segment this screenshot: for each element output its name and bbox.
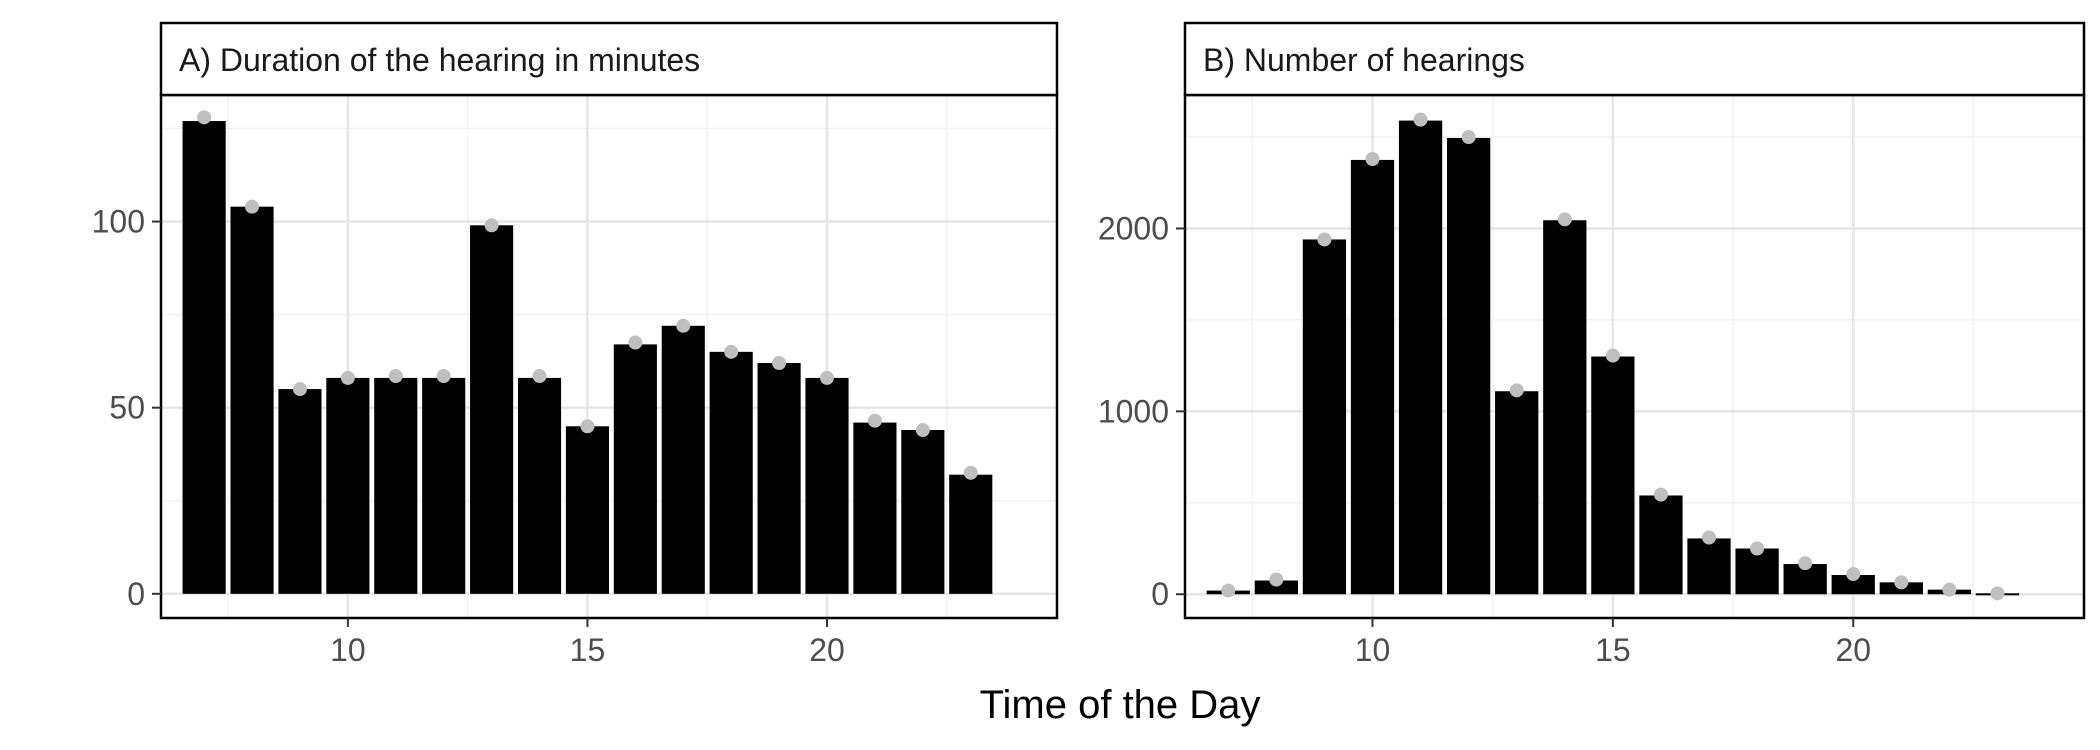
data-point [1365, 152, 1380, 167]
data-point [484, 218, 499, 233]
data-point [1461, 130, 1476, 145]
data-point [820, 370, 835, 385]
bar [901, 430, 945, 594]
bar [374, 377, 418, 594]
data-point [292, 382, 307, 397]
bar [1495, 391, 1539, 595]
bar [757, 363, 801, 594]
data-point [197, 110, 212, 125]
data-point [1653, 487, 1668, 502]
data-point [1605, 348, 1620, 363]
bar [1591, 356, 1635, 595]
data-point [1269, 572, 1284, 587]
x-tick-label: 20 [809, 632, 845, 668]
data-point [580, 419, 595, 434]
data-point [1846, 567, 1861, 582]
bar [1398, 120, 1443, 595]
bar [949, 474, 993, 594]
x-tick-label: 10 [1355, 632, 1391, 668]
y-tick-label: 0 [127, 576, 145, 612]
data-point [340, 370, 355, 385]
data-point [1557, 212, 1572, 227]
bar [1735, 548, 1779, 595]
data-point [1702, 530, 1717, 545]
data-point [1221, 583, 1236, 598]
y-tick-label: 0 [1151, 576, 1169, 612]
bar [853, 422, 897, 594]
facet-strip [1183, 21, 2086, 97]
data-point [1942, 582, 1957, 597]
bar [661, 325, 705, 594]
bar [326, 377, 370, 594]
data-point [1509, 383, 1524, 398]
bar [182, 121, 226, 594]
data-point [724, 344, 739, 359]
bar [1447, 137, 1491, 595]
y-tick-label: 1000 [1098, 393, 1169, 429]
panel-duration: A) Duration of the hearing in minutes 10 1… [92, 21, 1059, 668]
bar [422, 377, 466, 594]
facet-strip [159, 21, 1059, 97]
data-point [628, 335, 643, 350]
data-point [436, 369, 451, 384]
bar [230, 206, 274, 594]
data-point [772, 356, 787, 371]
data-point [388, 369, 403, 384]
data-point [676, 318, 691, 333]
data-point [867, 413, 882, 428]
data-point [915, 423, 930, 438]
x-tick-label: 20 [1835, 632, 1871, 668]
bar [1350, 159, 1395, 595]
data-point [963, 465, 978, 480]
bar [565, 426, 609, 594]
x-tick-label: 10 [330, 632, 366, 668]
x-axis-title: Time of the Day [980, 683, 1261, 727]
bar [613, 344, 657, 594]
data-point [1798, 556, 1813, 571]
bar [805, 377, 849, 594]
y-tick-label: 2000 [1098, 210, 1169, 246]
bar [1254, 580, 1298, 595]
bar [1543, 220, 1587, 595]
bar [278, 389, 322, 594]
y-tick-label: 50 [109, 390, 145, 426]
bar [517, 377, 562, 594]
data-point [1750, 541, 1765, 556]
bar [1687, 538, 1731, 595]
panel-number-of-hearings: B) Number of hearings 10 15 20 0 1000 2000 [1098, 21, 2086, 668]
data-point [1894, 575, 1909, 590]
x-tick-label: 15 [570, 632, 606, 668]
facet-title: A) Duration of the hearing in minutes [179, 42, 700, 78]
bar [1302, 239, 1347, 595]
data-point [1317, 232, 1332, 247]
data-point [532, 369, 547, 384]
data-point [1413, 112, 1428, 127]
bar [709, 351, 753, 594]
facet-title: B) Number of hearings [1203, 42, 1525, 78]
data-point [245, 199, 260, 214]
data-point [1990, 586, 2005, 601]
y-tick-label: 100 [92, 204, 145, 240]
bar [1639, 495, 1683, 595]
bar [1831, 575, 1875, 595]
bar [470, 225, 514, 594]
x-tick-label: 15 [1595, 632, 1631, 668]
